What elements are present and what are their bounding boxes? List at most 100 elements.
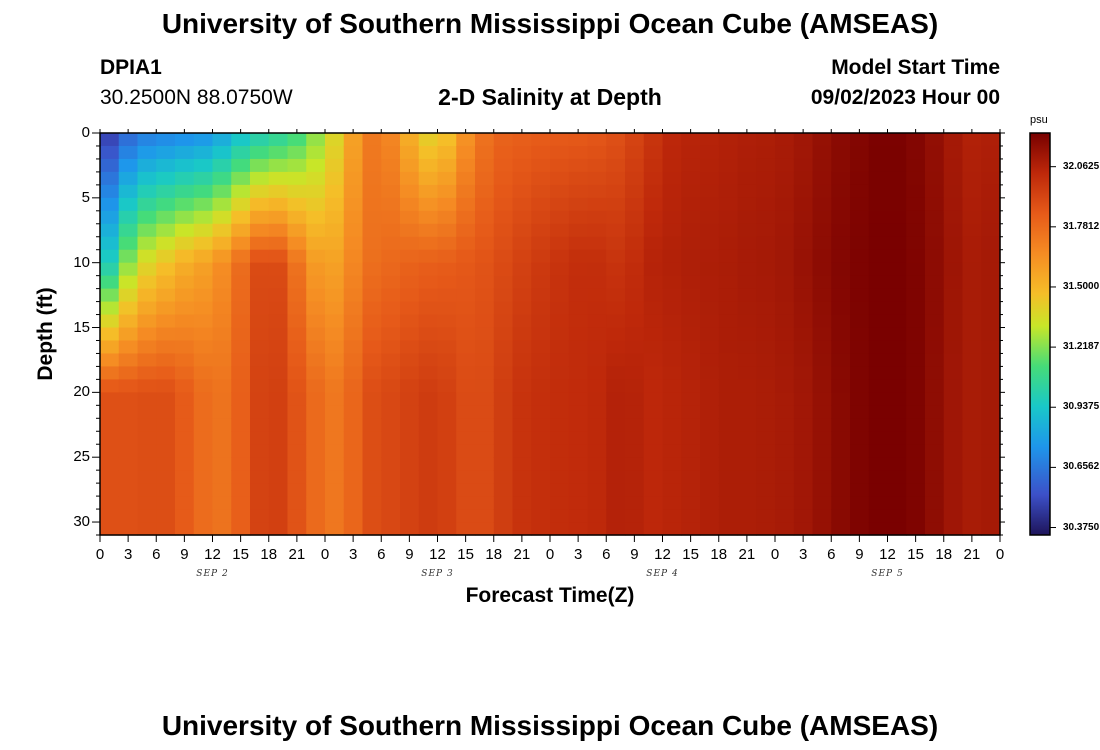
heatmap-cell bbox=[306, 340, 326, 355]
heatmap-cell bbox=[231, 509, 251, 523]
heatmap-cell bbox=[943, 522, 964, 536]
heatmap-cell bbox=[400, 470, 420, 484]
heatmap-cell bbox=[325, 366, 345, 380]
heatmap-cell bbox=[212, 405, 232, 419]
heatmap-cell bbox=[737, 392, 757, 406]
heatmap-cell bbox=[681, 197, 701, 212]
heatmap-cell bbox=[868, 197, 889, 212]
heatmap-cell bbox=[925, 509, 945, 523]
y-tick-label: 25 bbox=[73, 448, 90, 466]
heatmap-cell bbox=[737, 470, 757, 484]
x-tick-label: 15 bbox=[682, 546, 699, 563]
heatmap-cell bbox=[212, 353, 232, 368]
heatmap-cell bbox=[906, 249, 926, 264]
heatmap-cell bbox=[343, 444, 364, 458]
heatmap-cell bbox=[362, 301, 382, 316]
heatmap-cell bbox=[831, 288, 851, 303]
heatmap-cell bbox=[887, 509, 907, 523]
heatmap-cell bbox=[756, 353, 776, 368]
heatmap-cell bbox=[400, 483, 420, 497]
heatmap-cell bbox=[456, 418, 476, 432]
date-label: SEP 2 bbox=[196, 569, 229, 579]
heatmap-cell bbox=[156, 301, 176, 316]
heatmap-cell bbox=[625, 483, 645, 497]
heatmap-cell bbox=[137, 249, 157, 264]
heatmap-cell bbox=[606, 288, 626, 303]
heatmap-cell bbox=[400, 171, 420, 186]
heatmap-cell bbox=[137, 288, 157, 303]
heatmap-cell bbox=[175, 509, 195, 523]
heatmap-cell bbox=[250, 133, 270, 147]
heatmap-cell bbox=[306, 470, 326, 484]
heatmap-cell bbox=[868, 262, 889, 277]
heatmap-cell bbox=[925, 314, 945, 329]
heatmap-cell bbox=[437, 353, 457, 368]
heatmap-cell bbox=[343, 236, 364, 251]
heatmap-cell bbox=[362, 379, 382, 393]
heatmap-cell bbox=[456, 470, 476, 484]
heatmap-cell bbox=[587, 366, 607, 380]
heatmap-cell bbox=[250, 210, 270, 225]
colorbar-tick-label: 30.6562 bbox=[1063, 461, 1100, 473]
heatmap-cell bbox=[718, 522, 739, 536]
heatmap-cell bbox=[137, 184, 157, 199]
heatmap-cell bbox=[887, 158, 907, 173]
heatmap-cell bbox=[906, 418, 926, 432]
heatmap-cell bbox=[306, 275, 326, 290]
heatmap-cell bbox=[531, 340, 551, 355]
x-tick-label: 15 bbox=[232, 546, 249, 563]
heatmap-cell bbox=[681, 288, 701, 303]
heatmap-cell bbox=[193, 314, 214, 329]
heatmap-cell bbox=[587, 340, 607, 355]
heatmap-cell bbox=[625, 496, 645, 510]
heatmap-cell bbox=[625, 444, 645, 458]
x-tick-label: 21 bbox=[738, 546, 756, 563]
heatmap-cell bbox=[568, 288, 589, 303]
heatmap-cell bbox=[756, 522, 776, 536]
heatmap-cell bbox=[868, 133, 889, 147]
heatmap-cell bbox=[250, 236, 270, 251]
heatmap-cell bbox=[231, 223, 251, 238]
heatmap-cell bbox=[662, 353, 682, 368]
heatmap-cell bbox=[906, 379, 926, 393]
heatmap-cell bbox=[981, 236, 1001, 251]
heatmap-cell bbox=[137, 262, 157, 277]
heatmap-cell bbox=[737, 431, 757, 445]
heatmap-cell bbox=[100, 197, 120, 212]
heatmap-cell bbox=[512, 405, 532, 419]
heatmap-cell bbox=[531, 236, 551, 251]
heatmap-cell bbox=[906, 496, 926, 510]
heatmap-cell bbox=[250, 431, 270, 445]
heatmap-cell bbox=[962, 327, 982, 342]
heatmap-cell bbox=[812, 509, 832, 523]
heatmap-cell bbox=[437, 262, 457, 277]
heatmap-cell bbox=[737, 158, 757, 173]
heatmap-cell bbox=[700, 483, 720, 497]
heatmap-cell bbox=[118, 405, 139, 419]
heatmap-cell bbox=[700, 379, 720, 393]
heatmap-cell bbox=[250, 158, 270, 173]
heatmap-cell bbox=[718, 314, 739, 329]
heatmap-cell bbox=[100, 483, 120, 497]
heatmap-cell bbox=[137, 314, 157, 329]
heatmap-cell bbox=[793, 470, 814, 484]
heatmap-cell bbox=[718, 327, 739, 342]
heatmap-cell bbox=[775, 184, 795, 199]
heatmap-cell bbox=[381, 418, 401, 432]
heatmap-cell bbox=[587, 431, 607, 445]
heatmap-cell bbox=[943, 145, 964, 160]
heatmap-cell bbox=[943, 275, 964, 290]
heatmap-cell bbox=[700, 145, 720, 160]
heatmap-cell bbox=[943, 158, 964, 173]
heatmap-cell bbox=[475, 470, 495, 484]
heatmap-cell bbox=[568, 522, 589, 536]
heatmap-cell bbox=[737, 366, 757, 380]
heatmap-cell bbox=[906, 509, 926, 523]
x-tick-label: 0 bbox=[320, 546, 330, 563]
heatmap-cell bbox=[943, 327, 964, 342]
heatmap-cell bbox=[887, 171, 907, 186]
heatmap-cell bbox=[475, 262, 495, 277]
heatmap-cell bbox=[962, 262, 982, 277]
heatmap-cell bbox=[306, 171, 326, 186]
heatmap-cell bbox=[812, 392, 832, 406]
